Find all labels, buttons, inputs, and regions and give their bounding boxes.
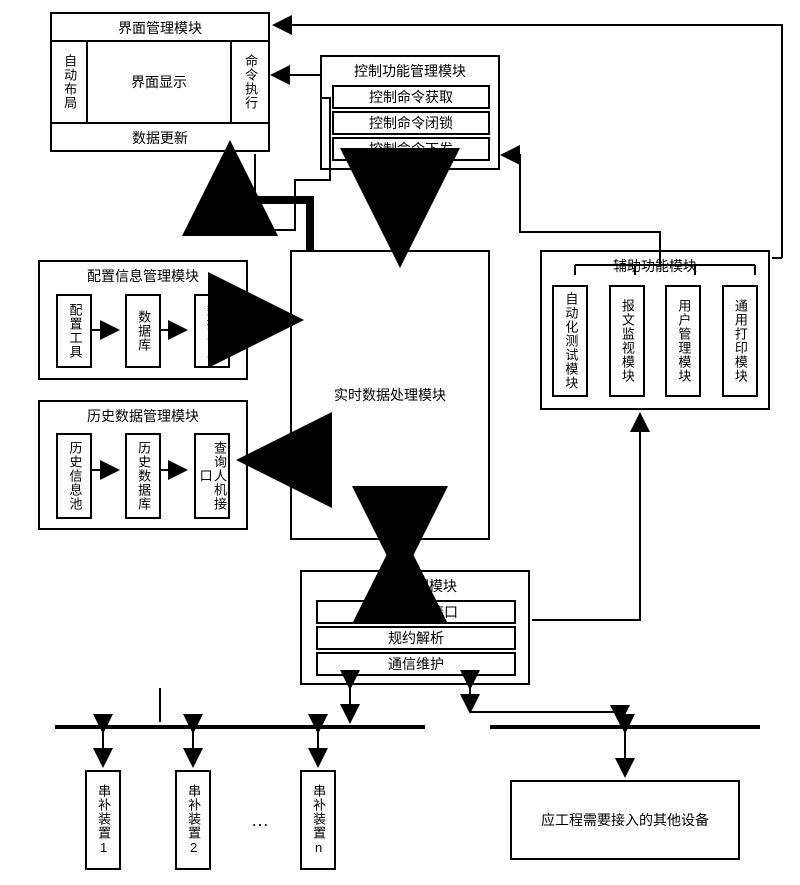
device-1: 串补装置2 [175,770,211,870]
history-cell-0: 历史信息池 [56,433,92,519]
config-cell-1: 数据库 [125,294,161,368]
ui-module-title: 界面管理模块 [52,14,268,42]
device-n: 串补装置n [300,770,336,870]
config-cell-0: 配置工具 [56,294,92,368]
control-row-2: 控制命令下发 [332,137,490,161]
realtime-module: 实时数据处理模块 [290,250,490,540]
config-title: 配置信息管理模块 [40,262,246,288]
history-cell-1: 历史数据库 [125,433,161,519]
control-row-1: 控制命令闭锁 [332,111,490,135]
realtime-title: 实时数据处理模块 [334,387,446,404]
left-bus [55,725,425,729]
comm-title: 通信管理模块 [302,572,528,600]
comm-row-0: 对外开放接口 [316,600,516,624]
ui-auto-layout: 自动布局 [52,42,88,122]
aux-cell-0: 自动化测试模块 [552,285,588,397]
ui-update: 数据更新 [52,122,268,152]
aux-title: 辅助功能模块 [542,252,768,278]
device-0: 串补装置1 [85,770,121,870]
ui-display: 界面显示 [88,42,232,122]
comm-module: 通信管理模块 对外开放接口 规约解析 通信维护 [300,570,530,685]
history-module: 历史数据管理模块 历史信息池 历史数据库 查询人机接口 [38,400,248,530]
aux-module: 辅助功能模块 自动化测试模块 报文监视模块 用户管理模块 通用打印模块 [540,250,770,410]
comm-row-1: 规约解析 [316,626,516,650]
other-devices-title: 应工程需要接入的其他设备 [541,812,709,829]
history-title: 历史数据管理模块 [40,402,246,428]
history-cell-2: 查询人机接口 [194,433,230,519]
device-ellipsis: … [240,810,280,832]
control-module: 控制功能管理模块 控制命令获取 控制命令闭锁 控制命令下发 [320,55,500,170]
control-title: 控制功能管理模块 [322,57,498,85]
ui-module: 界面管理模块 自动布局 界面显示 命令执行 数据更新 [50,12,270,152]
aux-cell-3: 通用打印模块 [722,285,758,397]
other-devices: 应工程需要接入的其他设备 [510,780,740,860]
comm-row-2: 通信维护 [316,652,516,676]
config-cell-2: 数据导入 [194,294,230,368]
ui-cmd-exec: 命令执行 [232,42,268,122]
aux-cell-1: 报文监视模块 [609,285,645,397]
aux-cell-2: 用户管理模块 [665,285,701,397]
control-row-0: 控制命令获取 [332,85,490,109]
config-module: 配置信息管理模块 配置工具 数据库 数据导入 [38,260,248,380]
right-bus [490,725,760,729]
